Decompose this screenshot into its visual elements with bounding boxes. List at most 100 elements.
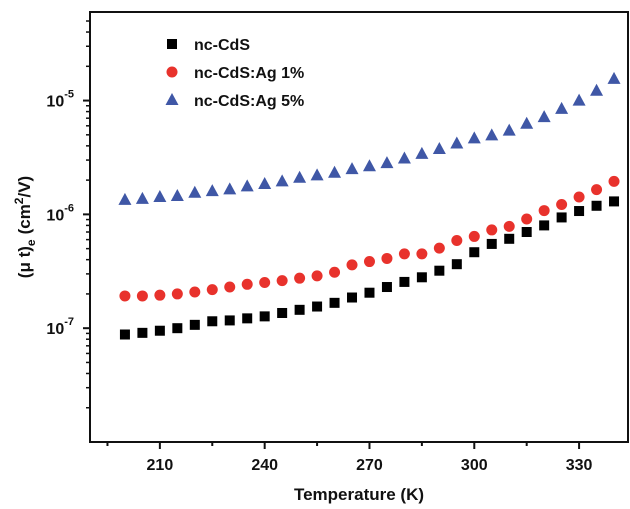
data-point-series-3	[485, 128, 499, 141]
data-point-series-2	[363, 256, 375, 268]
data-point-series-3	[118, 192, 132, 205]
data-point-series-3	[223, 182, 237, 195]
x-tick-label: 240	[251, 457, 278, 474]
y-axis-ticks: 10-710-610-5	[46, 20, 90, 409]
legend-label: nc-CdS:Ag 5%	[194, 93, 304, 110]
data-point-series-2	[433, 242, 445, 254]
legend-label: nc-CdS	[194, 37, 250, 54]
data-point-series-3	[467, 131, 481, 144]
data-point-series-1	[259, 311, 270, 322]
data-point-series-3	[258, 176, 272, 189]
data-point-series-3	[590, 83, 604, 96]
legend-marker-series-1	[167, 39, 177, 49]
data-point-series-2	[241, 278, 253, 290]
data-point-series-2	[573, 191, 585, 203]
data-point-series-2	[398, 248, 410, 260]
y-tick-label: 10-6	[46, 202, 74, 224]
y-tick-label: 10-7	[46, 316, 74, 338]
x-tick-label: 210	[147, 457, 174, 474]
data-point-series-1	[556, 212, 567, 223]
data-point-series-1	[207, 316, 218, 327]
data-point-series-2	[224, 281, 236, 293]
data-point-series-1	[224, 315, 235, 326]
data-point-series-3	[153, 190, 167, 203]
data-point-series-1	[294, 304, 305, 315]
data-point-series-3	[555, 101, 569, 114]
data-point-series-1	[381, 282, 392, 293]
y-axis-label-superscript: 2	[12, 197, 26, 204]
data-point-series-2	[171, 288, 183, 300]
data-point-series-2	[416, 248, 428, 260]
data-point-series-2	[329, 266, 341, 278]
data-point-series-1	[521, 227, 532, 238]
data-point-series-3	[537, 110, 551, 123]
data-point-series-2	[486, 224, 498, 236]
y-tick-exponent: -6	[64, 202, 74, 214]
data-point-series-1	[416, 272, 427, 283]
data-point-series-1	[137, 327, 148, 338]
y-tick-exponent: -7	[64, 316, 74, 328]
data-point-series-2	[538, 205, 550, 217]
data-point-series-2	[451, 234, 463, 246]
data-point-series-3	[502, 123, 516, 136]
data-point-series-3	[135, 191, 149, 204]
data-point-series-1	[434, 265, 445, 276]
data-point-series-3	[362, 159, 376, 172]
data-point-series-1	[469, 247, 480, 258]
data-point-series-2	[381, 252, 393, 264]
data-point-series-3	[380, 156, 394, 169]
y-tick-base: 10	[46, 321, 64, 338]
data-points	[118, 71, 621, 340]
y-tick-exponent: -5	[64, 89, 74, 101]
data-point-series-3	[170, 189, 184, 202]
data-point-series-3	[188, 185, 202, 198]
data-point-series-1	[486, 238, 497, 249]
x-tick-label: 330	[566, 457, 593, 474]
data-point-series-2	[154, 289, 166, 301]
y-axis-label-main: (μ t)	[15, 246, 34, 278]
x-axis-ticks: 210 240 270 300 330	[106, 442, 593, 474]
y-axis-label: (μ t)e (cm2/V)	[12, 176, 38, 278]
legend-label: nc-CdS:Ag 1%	[194, 65, 304, 82]
x-tick-label: 270	[356, 457, 383, 474]
y-axis-label-unit: (cm	[15, 204, 34, 234]
data-point-series-1	[329, 297, 340, 308]
data-point-series-2	[311, 270, 323, 282]
data-point-series-3	[293, 170, 307, 183]
data-point-series-3	[415, 146, 429, 159]
data-point-series-3	[432, 142, 446, 155]
y-tick-base: 10	[46, 94, 64, 111]
data-point-series-2	[468, 230, 480, 242]
data-point-series-2	[259, 277, 271, 289]
y-tick-base: 10	[46, 207, 64, 224]
data-point-series-3	[520, 116, 534, 129]
data-point-series-1	[172, 323, 183, 334]
data-point-series-3	[310, 168, 324, 181]
data-point-series-3	[205, 184, 219, 197]
y-axis-label-subscript: e	[24, 239, 38, 246]
data-point-series-1	[539, 220, 550, 231]
data-point-series-1	[154, 325, 165, 336]
data-point-series-3	[572, 93, 586, 106]
y-tick-label: 10-5	[46, 89, 74, 111]
data-point-series-1	[574, 206, 585, 217]
data-point-series-2	[136, 290, 148, 302]
data-point-series-3	[240, 179, 254, 192]
data-point-series-2	[503, 220, 515, 232]
data-point-series-2	[346, 259, 358, 271]
data-point-series-2	[608, 175, 620, 187]
data-point-series-3	[607, 71, 621, 84]
legend: nc-CdS nc-CdS:Ag 1% nc-CdS:Ag 5%	[165, 37, 304, 110]
data-point-series-1	[591, 200, 602, 211]
data-point-series-2	[119, 290, 131, 302]
data-point-series-3	[275, 174, 289, 187]
data-point-series-1	[189, 319, 200, 330]
x-tick-label: 300	[461, 457, 488, 474]
data-point-series-2	[556, 199, 568, 211]
data-point-series-3	[328, 165, 342, 178]
data-point-series-1	[609, 196, 620, 207]
data-point-series-2	[521, 213, 533, 225]
data-point-series-1	[399, 276, 410, 287]
data-point-series-1	[242, 313, 253, 324]
